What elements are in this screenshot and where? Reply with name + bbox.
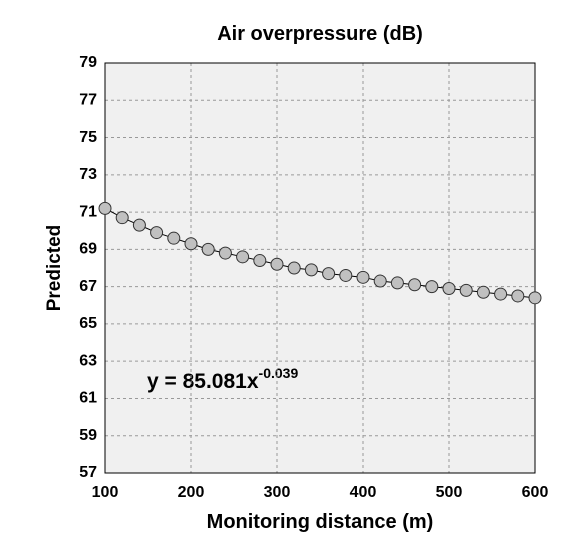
point (132, 218, 146, 232)
point (373, 274, 387, 288)
point (201, 242, 215, 256)
point (528, 291, 542, 305)
equation: y = 85.081x-0.039 (147, 365, 298, 393)
point (322, 267, 336, 281)
point (425, 280, 439, 294)
point (184, 237, 198, 251)
point (511, 289, 525, 303)
equation-text: y = 85.081x (147, 370, 259, 393)
point (218, 246, 232, 260)
y-tick-label: 57 (79, 464, 97, 481)
x-axis-label: Monitoring distance (m) (207, 511, 434, 533)
chart-title: Air overpressure (dB) (217, 23, 423, 45)
point (270, 257, 284, 271)
x-tick-label: 200 (178, 484, 205, 501)
y-tick-label: 59 (79, 427, 97, 444)
equation-exponent: -0.039 (259, 365, 299, 381)
point (356, 270, 370, 284)
x-tick-label: 400 (350, 484, 377, 501)
plot-area (104, 62, 536, 474)
point (442, 282, 456, 295)
y-tick-label: 69 (79, 241, 97, 258)
point (339, 268, 353, 282)
y-tick-label: 65 (79, 315, 97, 332)
point (167, 231, 181, 245)
x-tick-label: 500 (436, 484, 463, 501)
point (304, 263, 318, 277)
y-tick-label: 71 (79, 203, 97, 220)
y-tick-label: 73 (79, 166, 97, 183)
y-tick-label: 79 (79, 54, 97, 71)
point (236, 250, 250, 264)
y-tick-label: 75 (79, 129, 97, 146)
y-axis-label: Predicted (44, 225, 65, 312)
point (494, 287, 508, 301)
point (253, 254, 267, 268)
x-tick-label: 100 (92, 484, 119, 501)
point (476, 285, 490, 299)
point (390, 276, 404, 290)
x-tick-label: 300 (264, 484, 291, 501)
x-tick-label: 600 (522, 484, 549, 501)
y-tick-label: 77 (79, 91, 97, 108)
y-tick-label: 61 (79, 390, 97, 407)
plot-border (104, 62, 536, 474)
point (287, 261, 301, 275)
point (150, 226, 164, 240)
point (459, 283, 473, 297)
point (408, 278, 422, 292)
point (98, 201, 112, 215)
point (115, 211, 129, 225)
y-tick-label: 63 (79, 352, 97, 369)
y-tick-label: 67 (79, 278, 97, 295)
